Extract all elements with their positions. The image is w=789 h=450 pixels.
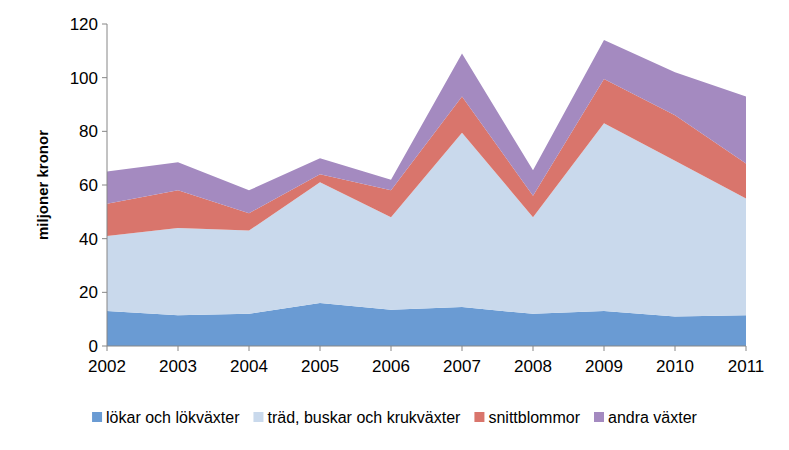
x-tick xyxy=(249,346,250,351)
x-tick xyxy=(391,346,392,351)
y-tick-label: 80 xyxy=(79,122,98,141)
y-tick xyxy=(102,346,107,347)
legend: lökar och lökväxter träd, buskar och kruk… xyxy=(92,409,698,426)
legend-swatch xyxy=(92,412,102,422)
legend-swatch xyxy=(474,412,484,422)
y-tick-label: 20 xyxy=(79,283,98,302)
y-tick-label: 120 xyxy=(70,15,98,34)
areas xyxy=(107,40,746,346)
x-tick-label: 2009 xyxy=(585,357,623,376)
x-tick-label: 2007 xyxy=(443,357,481,376)
axes: 0 20 40 60 80 100 120 2002 2003 2004 2005 2006 2007 2… xyxy=(70,15,765,376)
y-tick-label: 100 xyxy=(70,69,98,88)
legend-label: snittblommor xyxy=(488,409,580,426)
y-tick-label: 0 xyxy=(89,337,98,356)
y-tick xyxy=(102,77,107,78)
y-tick xyxy=(102,185,107,186)
x-axis xyxy=(107,346,746,347)
x-tick xyxy=(107,346,108,351)
y-tick-label: 60 xyxy=(79,176,98,195)
y-tick xyxy=(102,292,107,293)
chart: 0 20 40 60 80 100 120 2002 2003 2004 2005 2006 2007 2… xyxy=(0,0,789,450)
y-tick xyxy=(102,131,107,132)
x-tick xyxy=(178,346,179,351)
x-tick-label: 2002 xyxy=(88,357,126,376)
y-axis-label: miljoner kronor xyxy=(34,130,51,240)
legend-label: andra växter xyxy=(608,409,698,426)
legend-label: träd, buskar och krukväxter xyxy=(267,409,461,426)
legend-label: lökar och lökväxter xyxy=(106,409,240,426)
x-tick-label: 2005 xyxy=(301,357,339,376)
x-tick xyxy=(604,346,605,351)
legend-swatch xyxy=(594,412,604,422)
x-tick xyxy=(746,346,747,351)
x-tick-label: 2004 xyxy=(230,357,268,376)
y-tick-label: 40 xyxy=(79,230,98,249)
x-tick-label: 2003 xyxy=(159,357,197,376)
x-tick xyxy=(533,346,534,351)
area xyxy=(107,40,746,213)
x-tick-label: 2010 xyxy=(656,357,694,376)
x-tick-label: 2008 xyxy=(514,357,552,376)
y-tick xyxy=(102,238,107,239)
y-tick xyxy=(102,24,107,25)
x-tick-label: 2006 xyxy=(372,357,410,376)
x-tick xyxy=(462,346,463,351)
legend-swatch xyxy=(253,412,263,422)
x-tick-label: 2011 xyxy=(728,357,765,376)
x-tick xyxy=(320,346,321,351)
x-tick xyxy=(675,346,676,351)
